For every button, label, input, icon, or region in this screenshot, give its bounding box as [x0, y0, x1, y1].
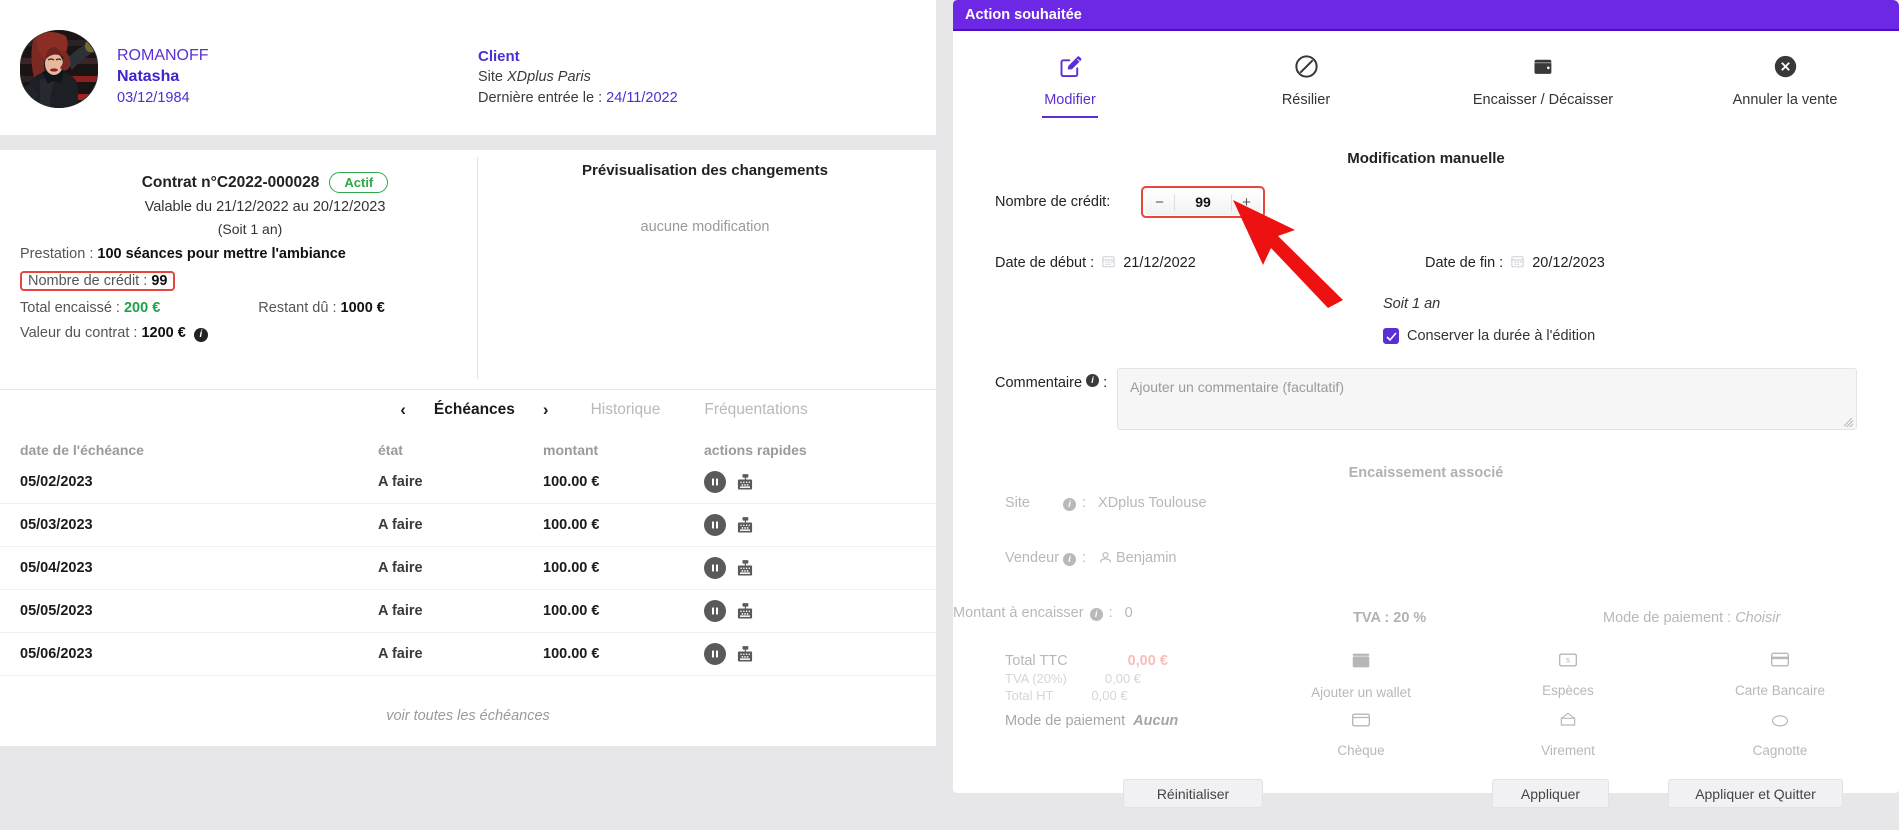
svg-text:$: $ [1566, 658, 1570, 665]
